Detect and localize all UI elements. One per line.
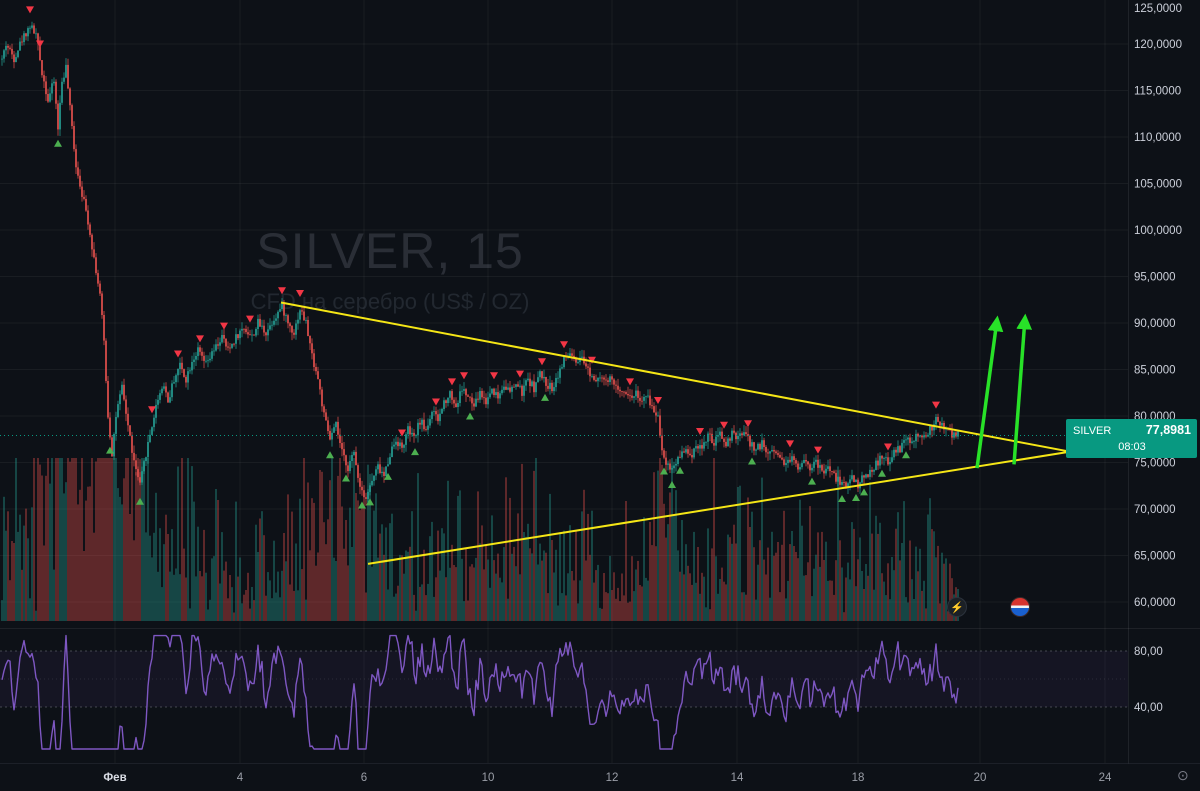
trendline-lower[interactable] bbox=[367, 449, 1079, 565]
price-axis[interactable]: 125,0000 120,0000 115,0000 110,0000 105,0000… bbox=[1134, 3, 1182, 714]
buy-marker-icon bbox=[136, 497, 144, 505]
buy-marker-icon bbox=[541, 393, 549, 401]
sell-marker-icon bbox=[398, 429, 406, 437]
time-tick-label: 24 bbox=[1099, 772, 1112, 784]
price-tick-label: 90,0000 bbox=[1134, 318, 1176, 330]
sell-marker-icon bbox=[448, 378, 456, 386]
buy-marker-icon bbox=[748, 457, 756, 465]
sell-marker-icon bbox=[26, 6, 34, 14]
sell-marker-icon bbox=[296, 290, 304, 297]
last-price-label[interactable]: SILVER 77,8981 08:03 bbox=[1066, 419, 1197, 458]
buy-marker-icon bbox=[860, 488, 868, 496]
buy-marker-icon bbox=[411, 448, 419, 456]
buy-marker-icon bbox=[878, 469, 886, 477]
trendline-upper[interactable] bbox=[280, 301, 1079, 455]
time-tick-label: 12 bbox=[606, 772, 619, 784]
buy-marker-icon bbox=[106, 446, 114, 454]
last-price-symbol: SILVER bbox=[1073, 425, 1112, 437]
buy-marker-icon bbox=[660, 467, 668, 475]
time-tick-label: 14 bbox=[731, 772, 744, 784]
sell-marker-icon bbox=[720, 421, 728, 429]
sell-marker-icon bbox=[884, 443, 892, 451]
axis-settings-glyph: ⊙ bbox=[1177, 767, 1189, 783]
buy-marker-icon bbox=[342, 474, 350, 482]
sell-marker-icon bbox=[148, 406, 156, 414]
sell-marker-icon bbox=[246, 315, 254, 323]
axis-settings-icon[interactable]: ⊙ bbox=[1177, 767, 1189, 784]
price-tick-label: 115,0000 bbox=[1134, 86, 1181, 98]
sell-marker-icon bbox=[36, 40, 44, 48]
sell-marker-icon bbox=[432, 398, 440, 406]
oscillator-pane bbox=[0, 650, 1128, 708]
idea-bubble-icon[interactable] bbox=[1010, 597, 1030, 617]
last-price-value: 77,8981 bbox=[1145, 423, 1191, 437]
countdown-timer: 08:03 bbox=[1118, 440, 1146, 453]
gridlines bbox=[0, 0, 1128, 764]
sell-marker-icon bbox=[654, 397, 662, 404]
sell-marker-icon bbox=[278, 287, 286, 295]
buy-marker-icon bbox=[54, 139, 62, 147]
buy-marker-icon bbox=[366, 498, 374, 506]
sell-marker-icon bbox=[538, 358, 546, 366]
price-tick-label: 120,0000 bbox=[1134, 39, 1182, 51]
candles bbox=[1, 21, 959, 506]
price-tick-label: 60,0000 bbox=[1134, 597, 1176, 609]
price-tick-label: 110,0000 bbox=[1134, 132, 1181, 144]
time-tick-label: 4 bbox=[237, 772, 244, 784]
buy-marker-icon bbox=[808, 477, 816, 485]
buy-marker-icon bbox=[326, 451, 334, 459]
sell-marker-icon bbox=[516, 370, 524, 378]
sell-marker-icon bbox=[696, 428, 704, 435]
lightning-glyph: ⚡ bbox=[950, 601, 964, 614]
oscillator-tick-label: 80,00 bbox=[1134, 646, 1163, 658]
trade-markers bbox=[26, 6, 940, 509]
buy-marker-icon bbox=[466, 412, 474, 420]
sell-marker-icon bbox=[932, 401, 940, 409]
sell-marker-icon bbox=[196, 335, 204, 343]
lightning-icon[interactable]: ⚡ bbox=[947, 597, 967, 617]
oscillator-tick-label: 40,00 bbox=[1134, 702, 1163, 714]
buy-marker-icon bbox=[838, 495, 846, 502]
sell-marker-icon bbox=[490, 372, 498, 380]
time-tick-label: 18 bbox=[852, 772, 865, 784]
sell-marker-icon bbox=[560, 341, 568, 349]
time-tick-label: 6 bbox=[361, 772, 367, 784]
breakout-arrow-1[interactable] bbox=[975, 315, 1004, 469]
sell-marker-icon bbox=[814, 446, 822, 454]
sell-marker-icon bbox=[220, 322, 228, 330]
price-tick-label: 75,0000 bbox=[1134, 458, 1176, 470]
volume-bars bbox=[1, 458, 959, 621]
sell-marker-icon bbox=[626, 378, 634, 386]
sell-marker-icon bbox=[174, 350, 182, 358]
price-tick-label: 95,0000 bbox=[1134, 272, 1176, 284]
time-axis[interactable]: Фев 4 6 10 12 14 18 20 24 bbox=[103, 772, 1112, 784]
time-tick-label: 10 bbox=[482, 772, 495, 784]
price-tick-label: 125,0000 bbox=[1134, 3, 1182, 15]
price-tick-label: 85,0000 bbox=[1134, 365, 1176, 377]
sell-marker-icon bbox=[744, 420, 752, 428]
buy-marker-icon bbox=[902, 451, 910, 459]
time-tick-label: Фев bbox=[103, 772, 126, 784]
oscillator-line bbox=[1, 634, 959, 750]
price-tick-label: 105,0000 bbox=[1134, 179, 1182, 191]
buy-marker-icon bbox=[384, 472, 392, 480]
sell-marker-icon bbox=[588, 356, 596, 364]
buy-marker-icon bbox=[668, 481, 676, 488]
buy-marker-icon bbox=[676, 466, 684, 474]
price-tick-label: 100,0000 bbox=[1134, 225, 1182, 237]
time-tick-label: 20 bbox=[974, 772, 987, 784]
buy-marker-icon bbox=[852, 494, 860, 501]
sell-marker-icon bbox=[460, 372, 468, 380]
buy-marker-icon bbox=[358, 501, 366, 509]
price-tick-label: 65,0000 bbox=[1134, 551, 1176, 563]
sell-marker-icon bbox=[786, 440, 794, 448]
breakout-arrow-2[interactable] bbox=[1012, 313, 1033, 465]
price-tick-label: 70,0000 bbox=[1134, 504, 1176, 516]
